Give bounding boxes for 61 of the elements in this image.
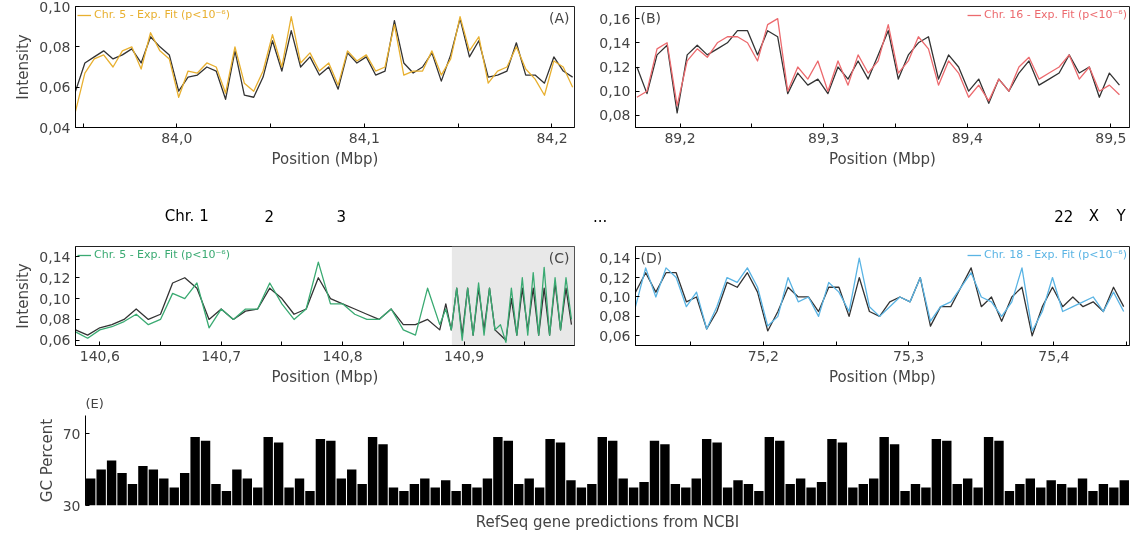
x-tick-label: 89,2: [664, 129, 696, 146]
annotation: (A): [549, 9, 570, 26]
y-tick-label: 0,08: [39, 38, 71, 55]
y-tick-label: 0,12: [39, 269, 71, 286]
y-tick-label: 0,06: [599, 327, 631, 344]
x-tick-label: 140,6: [79, 347, 120, 364]
text: Y: [1115, 207, 1127, 225]
text: RefSeq gene predictions from NCBI: [475, 512, 740, 531]
y-axis-title: GC Percent: [37, 418, 56, 503]
x-axis-title: Position (Mbp): [829, 149, 936, 168]
x-tick-label: 140,8: [322, 347, 363, 364]
y-tick-label: 0,14: [39, 248, 71, 265]
x-tick-label: 75,3: [893, 347, 925, 364]
y-tick-label: 0,12: [599, 59, 631, 75]
x-tick-label: 140,7: [201, 347, 242, 364]
y-tick-label: 0,08: [39, 311, 71, 328]
x-axis-title: Position (Mbp): [271, 149, 379, 168]
text: X: [1088, 207, 1100, 225]
series-label: Chr. 5 - Exp. Fit (p<10⁻⁶): [94, 8, 230, 21]
y-tick-label: 0,08: [599, 107, 631, 124]
y-tick-label: 0,16: [599, 10, 631, 27]
x-tick-label: 89,3: [808, 129, 840, 146]
y-tick-label: 0,04: [39, 119, 71, 136]
x-tick-label: 140,9: [443, 347, 485, 364]
y-tick-label: 0,10: [599, 83, 631, 100]
y-tick-label: 0,14: [599, 250, 631, 267]
y-tick-label: 0,08: [599, 308, 631, 325]
x-tick-label: 84,0: [161, 129, 193, 146]
x-tick-label: 75,4: [1038, 347, 1070, 364]
text: 2: [264, 208, 275, 226]
y-tick-label: 0,06: [39, 332, 71, 349]
annotation: (D): [640, 249, 663, 266]
text: Chr. 1: [164, 207, 209, 225]
x-tick-label: 75,2: [747, 347, 779, 364]
y-tick-label: 0,10: [39, 0, 71, 15]
annotation: (B): [640, 9, 662, 26]
text: ...: [593, 208, 608, 226]
y-tick-label: 70: [62, 425, 81, 442]
y-tick-label: 0,06: [39, 79, 71, 96]
text: 3: [336, 208, 347, 226]
x-tick-label: 89,5: [1095, 129, 1127, 146]
legend-label: Chr. 16 - Exp. Fit (p<10⁻⁶): [984, 8, 1127, 21]
text: 22: [1054, 208, 1074, 226]
line-series: [635, 267, 1125, 337]
x-axis-title: Position (Mbp): [271, 367, 379, 386]
line-series: [636, 30, 1121, 114]
text: (E): [85, 395, 104, 411]
y-tick-label: 0,12: [599, 269, 631, 286]
y-tick-label: 0,14: [599, 34, 631, 51]
x-axis-title: Position (Mbp): [829, 367, 936, 386]
y-tick-label: 0,10: [599, 288, 631, 305]
legend-label: Chr. 18 - Exp. Fit (p<10⁻⁶): [984, 248, 1127, 261]
x-tick-label: 84,2: [536, 129, 568, 146]
y-axis-title: Intensity: [14, 263, 33, 329]
annotation: (C): [548, 249, 570, 266]
x-tick-label: 84,1: [348, 129, 380, 146]
x-tick-label: 89,4: [951, 129, 983, 146]
y-tick-label: 0,10: [39, 290, 71, 307]
y-axis-title: Intensity: [14, 34, 33, 100]
text: Chr. 5 - Exp. Fit (p<10⁻⁶): [94, 248, 230, 261]
y-tick-label: 30: [62, 497, 81, 514]
